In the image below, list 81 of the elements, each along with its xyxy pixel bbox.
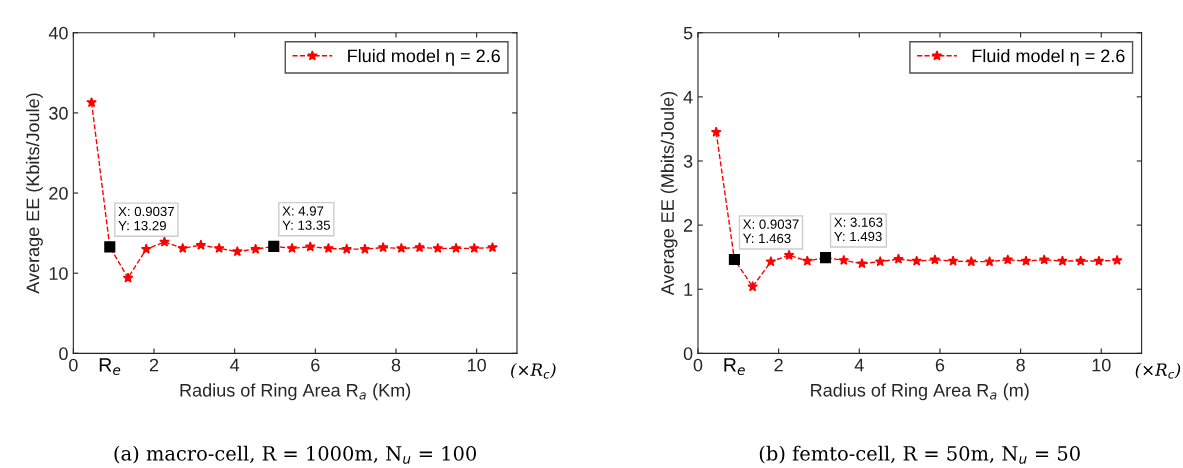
point (911, 255, 922, 266)
annotation: X: 0.9037 Y: 1.463 (743, 219, 799, 244)
point (1111, 254, 1123, 265)
point (159, 236, 170, 247)
x-tick-label: 6 (311, 358, 320, 372)
point (984, 256, 995, 267)
point (965, 256, 977, 267)
x-tick-label: 4 (230, 358, 240, 372)
legend-label: Fluid model η = 2.6 (348, 49, 500, 66)
legend-label: Fluid model η = 2.6 (972, 49, 1125, 66)
point (947, 255, 959, 266)
point (783, 249, 795, 260)
point (1093, 255, 1105, 266)
point (487, 241, 498, 253)
point (1038, 254, 1050, 265)
text: (×R$_{c}$) (511, 363, 556, 379)
point (710, 126, 722, 137)
y-tick-label: 0 (683, 347, 693, 361)
point (177, 242, 189, 253)
y-tick-label: 30 (49, 106, 68, 120)
text: (b) femto-cell, R = 50m, N$_{u}$ = 50 (759, 445, 1080, 464)
y-tick-label: 0 (59, 347, 68, 361)
y-tick-label: 4 (683, 91, 693, 104)
x-tick-label: 0 (693, 358, 703, 372)
point (838, 254, 850, 265)
point (396, 242, 407, 253)
point (450, 242, 462, 253)
point (86, 96, 97, 108)
x-tick-label: 8 (1016, 358, 1025, 372)
x-tick-label: 2 (774, 358, 783, 372)
y-tick-label: 40 (48, 26, 68, 40)
x-tick-label: 2 (149, 358, 159, 372)
point (1075, 255, 1086, 266)
point (377, 241, 389, 253)
point (856, 258, 868, 269)
x-tick-label: 10 (1092, 358, 1111, 372)
y-tick-label: 20 (49, 186, 68, 200)
annotation: X: 3.163 Y: 1.493 (834, 217, 883, 242)
y-tick-label: 3 (683, 154, 693, 168)
y-tick-label: 1 (684, 283, 693, 296)
point (929, 254, 941, 265)
x-tick-label: 6 (935, 358, 945, 372)
x-tick-label: 4 (854, 358, 864, 372)
x-axis-title: Radius of Ring Area R$_{a}$ (m) (811, 383, 1029, 401)
point (359, 243, 371, 254)
point (232, 245, 243, 257)
point (250, 243, 261, 254)
point (765, 256, 777, 267)
point (432, 242, 444, 253)
x-tick-label: 8 (391, 358, 401, 372)
point (286, 242, 298, 253)
text: R$_{e}$ (724, 358, 745, 375)
x-tick-label: 0 (69, 358, 78, 372)
point (414, 241, 425, 253)
point (874, 256, 886, 267)
point (304, 241, 316, 252)
point (747, 281, 758, 292)
point (1057, 255, 1068, 266)
x-axis-title: Radius of Ring Area R$_{a}$ (Km) (180, 383, 411, 401)
point (195, 239, 207, 250)
y-tick-label: 5 (683, 26, 693, 40)
point (1020, 255, 1032, 266)
text: (×R$_{c}$) (1135, 363, 1181, 379)
point (801, 255, 813, 266)
y-tick-label: 10 (49, 267, 68, 280)
point (213, 242, 225, 253)
y-axis-title: Average EE (Kbits/Joule) (26, 93, 43, 294)
point (468, 242, 480, 253)
x-tick-label: 10 (467, 358, 486, 372)
point (122, 272, 134, 283)
point (341, 243, 353, 254)
annotation: X: 4.97 Y: 13.35 (282, 206, 330, 230)
y-tick-label: 2 (683, 219, 693, 232)
y-axis-title: Average EE (Mbits/Joule) (660, 91, 678, 296)
point (323, 242, 334, 253)
text: R$_{e}$ (99, 358, 121, 375)
point (140, 243, 152, 254)
annotation: X: 0.9037 Y: 13.29 (118, 206, 174, 231)
text: (a) macro-cell, R = 1000m, N$_{u}$ = 100 (114, 445, 477, 464)
point (1002, 254, 1014, 265)
point (893, 253, 904, 264)
